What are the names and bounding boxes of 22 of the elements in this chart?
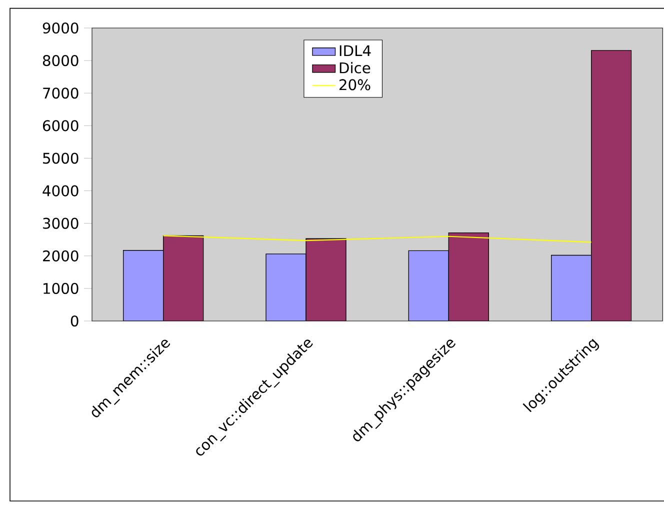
y-tick-label: 5000	[43, 152, 78, 164]
bar	[448, 232, 490, 321]
bar	[306, 238, 346, 321]
bar	[591, 50, 632, 321]
y-tick-label: 8000	[42, 55, 78, 66]
legend-label: IDL4	[340, 45, 371, 56]
bar	[266, 254, 306, 321]
legend-label: Dice	[340, 62, 370, 74]
y-tick-label: 0	[70, 315, 78, 327]
y-tick-label: 6000	[42, 120, 78, 132]
y-tick-label: 7000	[43, 88, 78, 99]
legend-label: 20%	[340, 79, 370, 90]
bar	[551, 254, 592, 321]
y-tick-label: 4000	[42, 185, 78, 196]
y-tick-label: 2000	[43, 250, 78, 262]
bar	[408, 250, 449, 321]
bar	[122, 250, 164, 321]
y-tick-label: 1000	[44, 282, 78, 294]
y-tick-label: 3000	[43, 218, 78, 229]
line-series	[162, 235, 592, 243]
bar	[163, 235, 204, 321]
y-tick-label: 9000	[42, 22, 78, 34]
